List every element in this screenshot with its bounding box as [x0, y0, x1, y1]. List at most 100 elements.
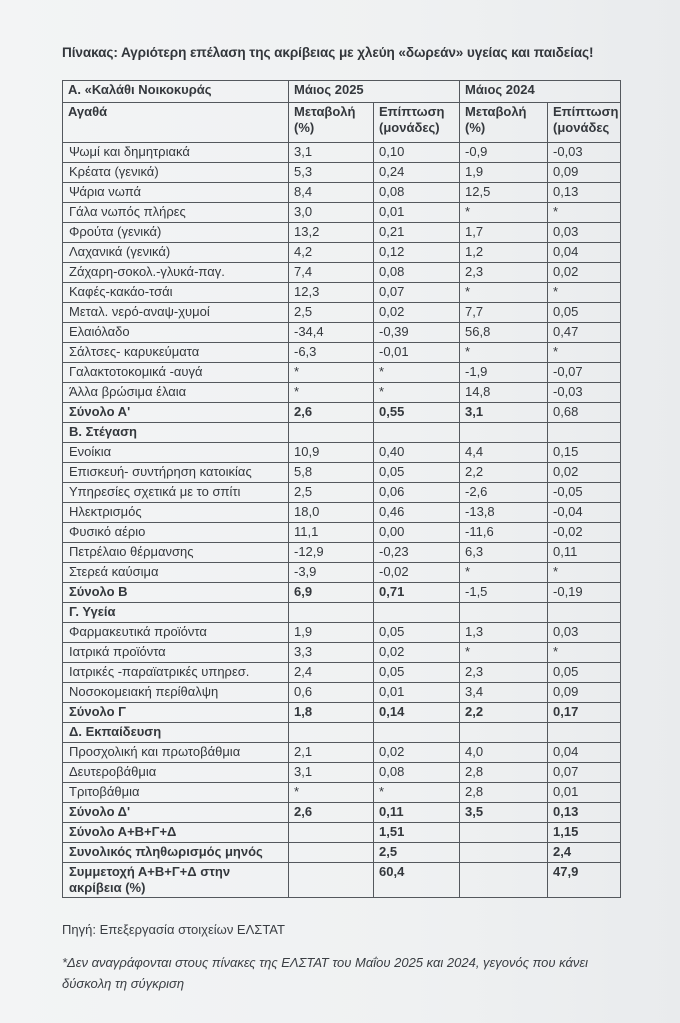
row-value: 0,11 [547, 542, 622, 563]
table-row: Νοσοκομειακή περίθαλψη 0,6 0,01 3,4 0,09 [62, 682, 622, 703]
row-label: Επισκευή- συντήρηση κατοικίας [62, 462, 289, 483]
table-row: Ψωμί και δημητριακά 3,1 0,10 -0,9 -0,03 [62, 142, 622, 163]
row-value: 0,04 [547, 742, 622, 763]
row-value: * [459, 562, 549, 583]
row-label: Φαρμακευτικά προϊόντα [62, 622, 289, 643]
row-label: Σύνολο Α' [62, 402, 289, 423]
total-row: Σύνολο Α' 2,6 0,55 3,1 0,68 [62, 402, 622, 423]
row-value: -12,9 [288, 542, 374, 563]
row-value: 3,3 [288, 642, 374, 663]
row-value: 0,55 [372, 402, 461, 423]
row-value: -34,4 [288, 322, 374, 343]
row-value: 3,1 [288, 762, 374, 783]
row-value: 0,05 [372, 662, 461, 683]
row-label: Ενοίκια [62, 442, 289, 463]
total-row: Συμμετοχή Α+Β+Γ+Δ στην ακρίβεια (%) 60,4 4… [62, 862, 622, 898]
row-label: Ηλεκτρισμός [62, 502, 289, 523]
table-row: Φαρμακευτικά προϊόντα 1,9 0,05 1,3 0,03 [62, 622, 622, 643]
row-value [372, 422, 461, 443]
row-value: 6,3 [459, 542, 549, 563]
row-value: 0,68 [547, 402, 622, 423]
header-change-2024: Μεταβολή (%) [459, 102, 549, 143]
row-value: * [459, 202, 549, 223]
row-value [459, 722, 549, 743]
row-label: Νοσοκομειακή περίθαλψη [62, 682, 289, 703]
row-value [459, 602, 549, 623]
total-row: Σύνολο Β 6,9 0,71 -1,5 -0,19 [62, 582, 622, 603]
row-value: 5,3 [288, 162, 374, 183]
price-impact-table: Α. «Καλάθι Νοικοκυράς Μάιος 2025 Μάιος 2… [62, 80, 622, 898]
row-label: Σύνολο Β [62, 582, 289, 603]
row-label: Ιατρικές -παραϊατρικές υπηρεσ. [62, 662, 289, 683]
row-value: * [547, 642, 622, 663]
row-label: Β. Στέγαση [62, 422, 289, 443]
row-value: 12,3 [288, 282, 374, 303]
row-label: Στερεά καύσιμα [62, 562, 289, 583]
row-label: Ψάρια νωπά [62, 182, 289, 203]
row-value: 2,5 [288, 302, 374, 323]
row-value: 1,2 [459, 242, 549, 263]
table-row: Ηλεκτρισμός 18,0 0,46 -13,8 -0,04 [62, 502, 622, 523]
table-row: Τριτοβάθμια * * 2,8 0,01 [62, 782, 622, 803]
row-value: * [547, 282, 622, 303]
row-label: Συμμετοχή Α+Β+Γ+Δ στην ακρίβεια (%) [62, 862, 289, 898]
source-line: Πηγή: Επεξεργασία στοιχείων ΕΛΣΤΑΤ [62, 922, 285, 937]
row-value: 0,24 [372, 162, 461, 183]
row-value: 0,11 [372, 802, 461, 823]
row-value: -0,04 [547, 502, 622, 523]
row-value [288, 722, 374, 743]
row-value: 0,07 [372, 282, 461, 303]
row-value: 0,03 [547, 622, 622, 643]
row-label: Γάλα νωπός πλήρες [62, 202, 289, 223]
row-value: 0,47 [547, 322, 622, 343]
row-value: -0,03 [547, 142, 622, 163]
row-value: -0,23 [372, 542, 461, 563]
row-label: Υπηρεσίες σχετικά με το σπίτι [62, 482, 289, 503]
row-value: 3,5 [459, 802, 549, 823]
row-value: -6,3 [288, 342, 374, 363]
section-row: Β. Στέγαση [62, 422, 622, 443]
row-value: 8,4 [288, 182, 374, 203]
row-value: 0,05 [372, 462, 461, 483]
row-value: 2,3 [459, 662, 549, 683]
row-value: -0,02 [372, 562, 461, 583]
table-row: Σάλτσες- καρυκεύματα -6,3 -0,01 * * [62, 342, 622, 363]
row-value: * [459, 642, 549, 663]
row-value: 4,4 [459, 442, 549, 463]
row-value: 1,9 [288, 622, 374, 643]
row-value: 7,7 [459, 302, 549, 323]
row-value: 18,0 [288, 502, 374, 523]
total-row: Σύνολο Γ 1,8 0,14 2,2 0,17 [62, 702, 622, 723]
row-value: -2,6 [459, 482, 549, 503]
row-value: -1,9 [459, 362, 549, 383]
row-value: 1,15 [547, 822, 622, 843]
footnote: *Δεν αναγράφονται στους πίνακες της ΕΛΣΤ… [62, 955, 589, 991]
row-value: 12,5 [459, 182, 549, 203]
row-value: 56,8 [459, 322, 549, 343]
row-value [547, 422, 622, 443]
row-value [288, 862, 374, 898]
row-value: -0,03 [547, 382, 622, 403]
table-row: Λαχανικά (γενικά) 4,2 0,12 1,2 0,04 [62, 242, 622, 263]
header-change-2025: Μεταβολή (%) [288, 102, 374, 143]
table-row: Ιατρικές -παραϊατρικές υπηρεσ. 2,4 0,05 2,3… [62, 662, 622, 683]
page-title: Πίνακας: Αγριότερη επέλαση της ακρίβειας… [62, 45, 594, 60]
row-value: 2,8 [459, 782, 549, 803]
row-value [288, 422, 374, 443]
row-value: 2,3 [459, 262, 549, 283]
row-value: -0,05 [547, 482, 622, 503]
row-value: -11,6 [459, 522, 549, 543]
row-label: Καφές-κακάο-τσάι [62, 282, 289, 303]
row-value: 2,1 [288, 742, 374, 763]
row-value: 0,00 [372, 522, 461, 543]
table-row: Καφές-κακάο-τσάι 12,3 0,07 * * [62, 282, 622, 303]
row-value: 4,2 [288, 242, 374, 263]
row-value: 0,02 [547, 462, 622, 483]
row-label: Ελαιόλαδο [62, 322, 289, 343]
row-value: 0,10 [372, 142, 461, 163]
row-label: Δ. Εκπαίδευση [62, 722, 289, 743]
row-value: 1,51 [372, 822, 461, 843]
section-row: Γ. Υγεία [62, 602, 622, 623]
header-period-2025: Μάιος 2025 [287, 80, 461, 103]
row-value: 0,02 [372, 642, 461, 663]
